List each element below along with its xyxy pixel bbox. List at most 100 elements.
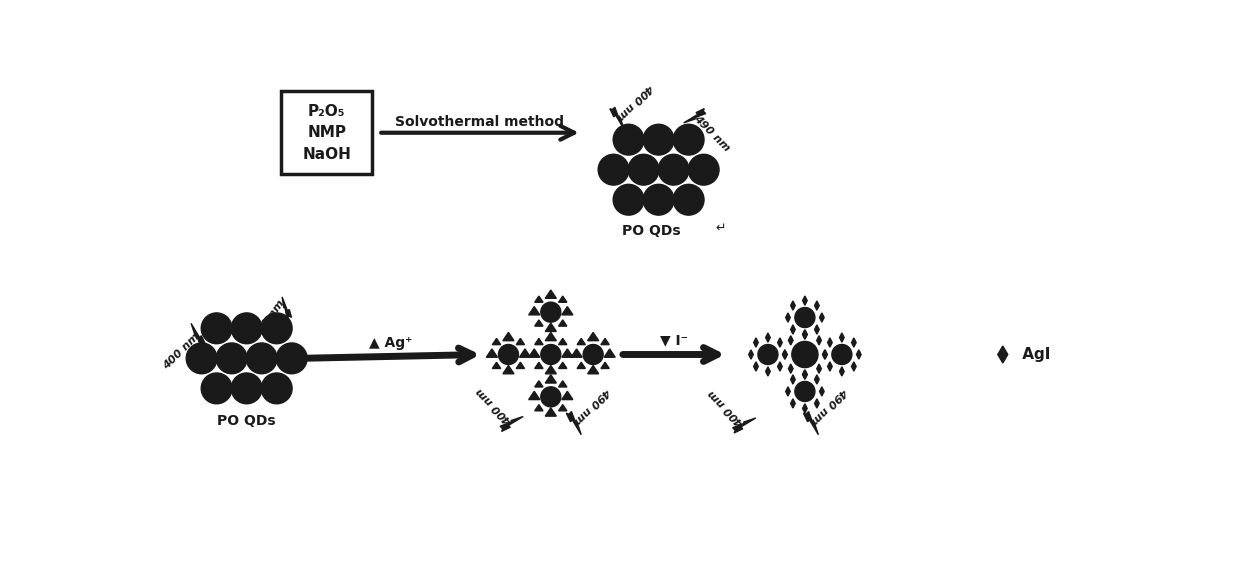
Polygon shape (562, 349, 573, 357)
Polygon shape (610, 107, 624, 129)
Circle shape (216, 343, 247, 374)
Text: 490 nm: 490 nm (252, 298, 286, 342)
Polygon shape (191, 324, 206, 346)
Polygon shape (786, 387, 790, 396)
Polygon shape (817, 336, 821, 345)
Polygon shape (827, 338, 832, 347)
Text: 490 nm: 490 nm (691, 113, 732, 153)
Polygon shape (802, 330, 807, 339)
Polygon shape (503, 365, 515, 374)
Polygon shape (546, 332, 557, 340)
Polygon shape (558, 405, 567, 411)
Polygon shape (815, 399, 820, 408)
Polygon shape (567, 412, 582, 435)
Circle shape (583, 345, 603, 364)
Polygon shape (804, 412, 818, 435)
Polygon shape (503, 332, 515, 340)
Polygon shape (546, 375, 557, 383)
Circle shape (688, 154, 719, 185)
Circle shape (277, 343, 308, 374)
Circle shape (541, 387, 560, 407)
Text: PO QDs: PO QDs (217, 414, 277, 428)
Polygon shape (528, 349, 539, 357)
Polygon shape (577, 362, 585, 368)
Polygon shape (516, 362, 525, 368)
Text: ▼ I⁻: ▼ I⁻ (660, 334, 688, 347)
Polygon shape (528, 307, 539, 315)
Polygon shape (572, 349, 582, 357)
Polygon shape (777, 362, 782, 371)
Polygon shape (534, 296, 543, 302)
Polygon shape (791, 301, 795, 310)
Polygon shape (500, 416, 523, 432)
Text: P₂O₅: P₂O₅ (308, 104, 346, 119)
Text: 400 nm: 400 nm (614, 82, 655, 122)
Polygon shape (802, 370, 807, 379)
Polygon shape (852, 362, 856, 371)
Polygon shape (492, 338, 501, 345)
Circle shape (231, 313, 262, 344)
Polygon shape (604, 349, 615, 357)
Polygon shape (558, 362, 567, 368)
Polygon shape (802, 370, 807, 379)
Polygon shape (546, 408, 557, 416)
Polygon shape (588, 365, 599, 374)
Circle shape (644, 124, 675, 155)
Polygon shape (789, 336, 794, 345)
Text: NMP: NMP (308, 125, 346, 140)
Polygon shape (577, 338, 585, 345)
Polygon shape (749, 350, 754, 359)
Polygon shape (588, 332, 599, 340)
Polygon shape (765, 367, 770, 376)
Circle shape (262, 313, 293, 344)
Polygon shape (546, 365, 557, 374)
Polygon shape (998, 346, 1008, 363)
Polygon shape (852, 338, 856, 347)
Text: 400 nm: 400 nm (707, 387, 746, 427)
Polygon shape (562, 307, 573, 315)
Circle shape (673, 184, 704, 215)
Circle shape (541, 302, 560, 322)
Text: Solvothermal method: Solvothermal method (396, 115, 564, 129)
Circle shape (644, 184, 675, 215)
Polygon shape (791, 399, 795, 408)
Polygon shape (817, 364, 821, 374)
Polygon shape (789, 364, 794, 374)
Polygon shape (802, 330, 807, 339)
Polygon shape (839, 367, 844, 376)
Text: 490 nm: 490 nm (572, 386, 611, 426)
Circle shape (832, 345, 852, 364)
Polygon shape (534, 380, 543, 387)
Bar (281, 91, 372, 175)
Polygon shape (534, 362, 543, 368)
Polygon shape (820, 313, 825, 322)
Circle shape (658, 154, 689, 185)
Polygon shape (754, 338, 759, 347)
Circle shape (201, 313, 232, 344)
Polygon shape (601, 362, 609, 368)
Polygon shape (520, 349, 531, 357)
Circle shape (795, 307, 815, 328)
Circle shape (598, 154, 629, 185)
Polygon shape (733, 418, 756, 433)
Polygon shape (283, 297, 291, 318)
Polygon shape (546, 323, 557, 331)
Polygon shape (534, 338, 543, 345)
Polygon shape (516, 338, 525, 345)
Polygon shape (492, 362, 501, 368)
Polygon shape (782, 350, 787, 359)
Text: NaOH: NaOH (303, 147, 351, 162)
Circle shape (231, 373, 262, 404)
Polygon shape (815, 325, 820, 334)
Polygon shape (815, 301, 820, 310)
Circle shape (792, 342, 818, 368)
Polygon shape (782, 350, 787, 359)
Polygon shape (546, 290, 557, 298)
Polygon shape (754, 362, 759, 371)
Polygon shape (802, 296, 807, 305)
Circle shape (186, 343, 217, 374)
Text: 400 nm: 400 nm (474, 386, 515, 426)
Polygon shape (562, 392, 573, 400)
Circle shape (613, 124, 644, 155)
Polygon shape (558, 320, 567, 326)
